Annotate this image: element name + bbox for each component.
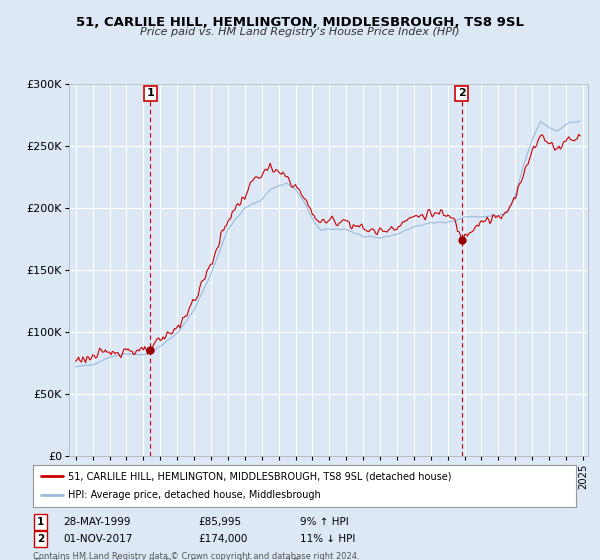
Text: £174,000: £174,000	[198, 534, 247, 544]
Text: 1: 1	[37, 517, 44, 527]
Text: 2: 2	[37, 534, 44, 544]
Text: Contains HM Land Registry data © Crown copyright and database right 2024.: Contains HM Land Registry data © Crown c…	[33, 552, 359, 560]
Text: 51, CARLILE HILL, HEMLINGTON, MIDDLESBROUGH, TS8 9SL: 51, CARLILE HILL, HEMLINGTON, MIDDLESBRO…	[76, 16, 524, 29]
Text: Price paid vs. HM Land Registry's House Price Index (HPI): Price paid vs. HM Land Registry's House …	[140, 27, 460, 37]
Text: £85,995: £85,995	[198, 517, 241, 527]
Text: This data is licensed under the Open Government Licence v3.0.: This data is licensed under the Open Gov…	[33, 558, 301, 560]
Text: 11% ↓ HPI: 11% ↓ HPI	[300, 534, 355, 544]
Text: 28-MAY-1999: 28-MAY-1999	[63, 517, 131, 527]
Text: HPI: Average price, detached house, Middlesbrough: HPI: Average price, detached house, Midd…	[68, 491, 321, 501]
Text: 1: 1	[146, 88, 154, 99]
Text: 51, CARLILE HILL, HEMLINGTON, MIDDLESBROUGH, TS8 9SL (detached house): 51, CARLILE HILL, HEMLINGTON, MIDDLESBRO…	[68, 472, 452, 482]
Text: 01-NOV-2017: 01-NOV-2017	[63, 534, 133, 544]
Text: 2: 2	[458, 88, 466, 99]
Text: 9% ↑ HPI: 9% ↑ HPI	[300, 517, 349, 527]
